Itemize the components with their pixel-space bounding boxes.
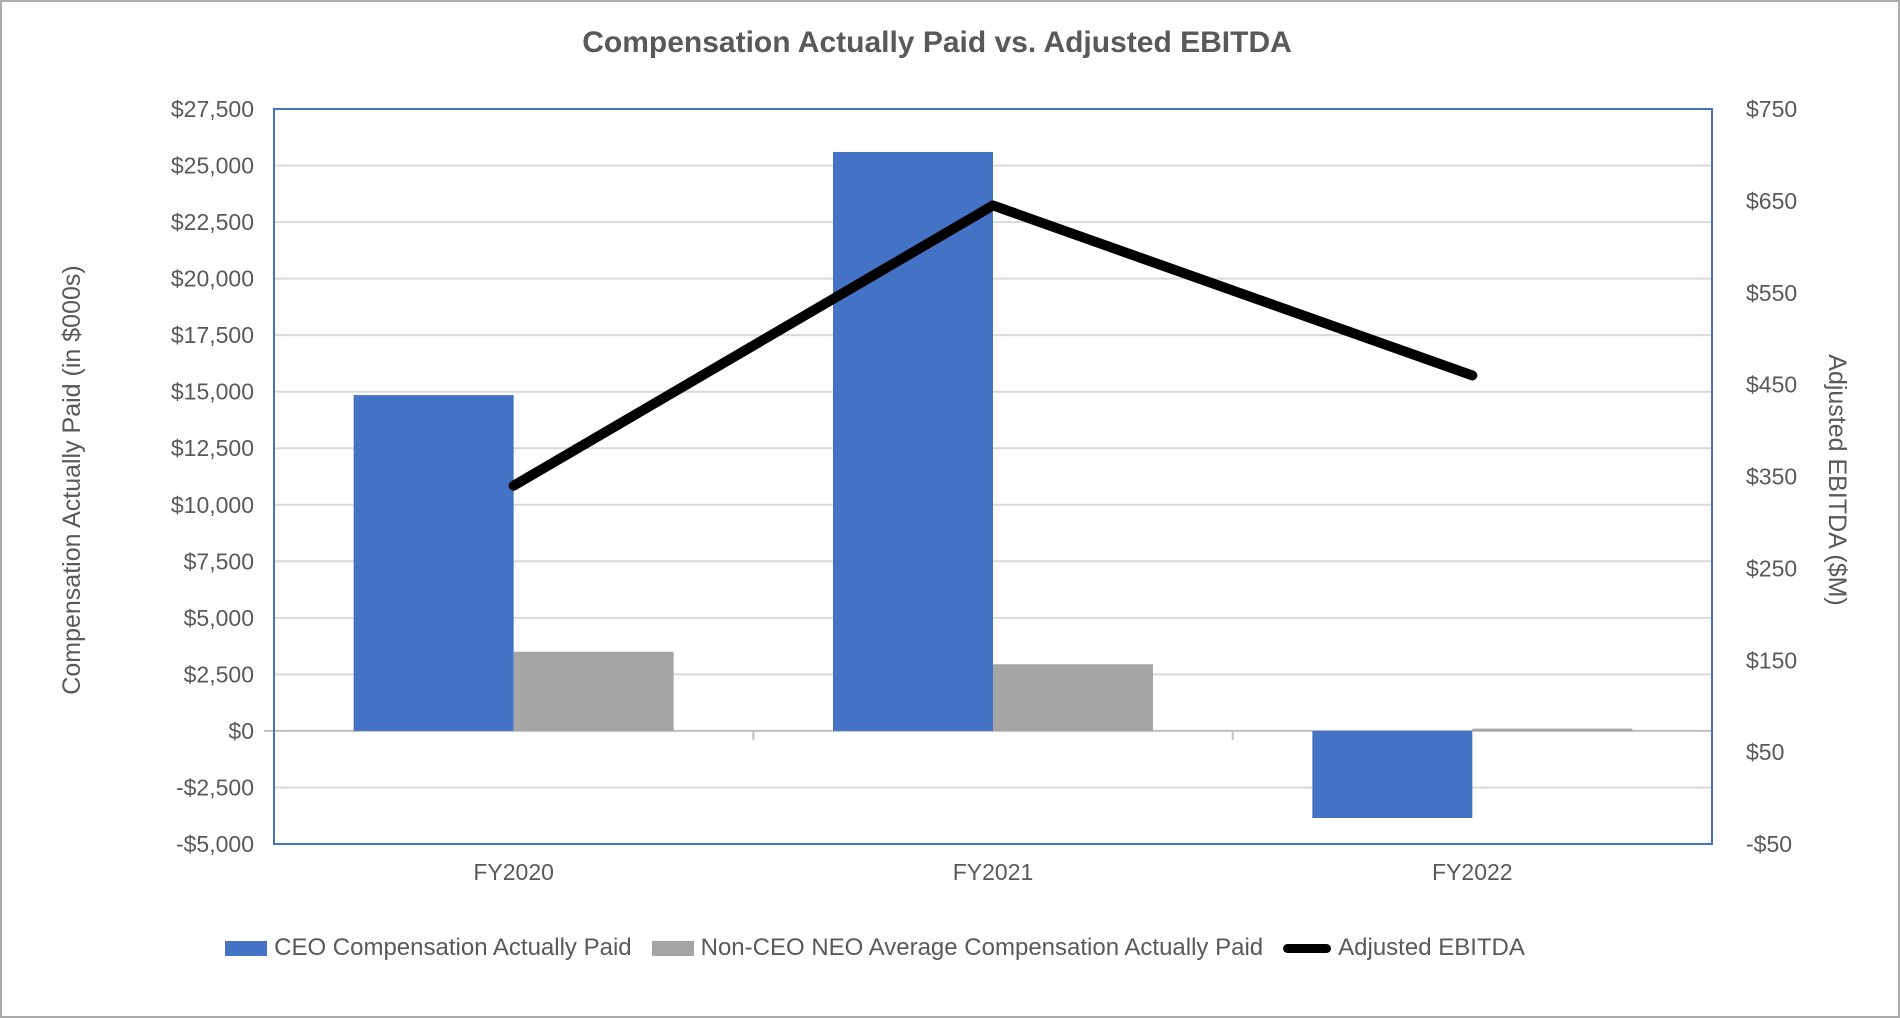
category-label: FY2022 — [1432, 859, 1513, 885]
bars-layer — [353, 151, 1633, 818]
bar-nonceo-fy2022 — [1472, 728, 1633, 731]
legend-swatch-ceo-bar — [225, 940, 268, 956]
bar-ceo-fy2020 — [353, 395, 514, 731]
left-tick-label: $17,500 — [171, 322, 254, 348]
left-tick-label: -$5,000 — [176, 831, 254, 857]
left-tick-label: $22,500 — [171, 209, 254, 235]
legend-item-ceo: CEO Compensation Actually Paid — [225, 934, 632, 962]
legend-item-ebitda: Adjusted EBITDA — [1283, 934, 1525, 962]
left-tick-label: -$2,500 — [176, 774, 254, 800]
bar-ceo-fy2021 — [833, 151, 993, 731]
right-tick-label: $250 — [1746, 555, 1797, 581]
left-tick-label: $25,000 — [171, 153, 254, 179]
right-tick-labels: $750 $650 $550 $450 $350 $250 $150 $50 -$50 — [1746, 96, 1797, 857]
right-tick-label: -$50 — [1746, 831, 1792, 857]
left-tick-label: $12,500 — [171, 435, 254, 461]
legend-item-nonceo: Non-CEO NEO Average Compensation Actuall… — [651, 934, 1264, 962]
left-tick-label: $15,000 — [171, 379, 254, 405]
left-tick-label: $0 — [228, 718, 254, 744]
right-tick-label: $750 — [1746, 96, 1797, 122]
bar-nonceo-fy2020 — [513, 651, 674, 731]
left-axis-title: Compensation Actually Paid (in $000s) — [58, 265, 86, 694]
right-tick-label: $350 — [1746, 464, 1797, 490]
left-tick-label: $10,000 — [171, 492, 254, 518]
line-layer — [508, 200, 1478, 491]
bar-ceo-fy2022 — [1312, 730, 1473, 818]
right-tick-label: $550 — [1746, 280, 1797, 306]
right-tick-label: $150 — [1746, 647, 1797, 673]
legend-swatch-ebitda-line — [1283, 943, 1332, 953]
legend-label-ceo: CEO Compensation Actually Paid — [274, 934, 632, 961]
left-tick-labels: $27,500 $25,000 $22,500 $20,000 $17,500 $15,0… — [171, 96, 254, 857]
right-axis-title: Adjusted EBITDA ($M) — [1823, 354, 1851, 605]
right-tick-label: $650 — [1746, 188, 1797, 214]
ebitda-line — [508, 200, 1478, 491]
chart-title: Compensation Actually Paid vs. Adjusted … — [582, 26, 1292, 59]
left-tick-label: $5,000 — [184, 605, 254, 631]
right-tick-label: $50 — [1746, 739, 1784, 765]
plot-border — [273, 108, 1713, 845]
category-label: FY2020 — [473, 859, 554, 885]
right-tick-label: $450 — [1746, 372, 1797, 398]
left-tick-label: $7,500 — [184, 548, 254, 574]
legend: CEO Compensation Actually Paid Non-CEO N… — [2, 934, 1898, 962]
axis-decor-layer — [264, 729, 1713, 740]
left-tick-label: $20,000 — [171, 266, 254, 292]
category-labels: FY2020 FY2021 FY2022 — [473, 859, 1512, 885]
bar-nonceo-fy2021 — [993, 664, 1153, 731]
left-tick-label: $27,500 — [171, 96, 254, 122]
legend-label-ebitda: Adjusted EBITDA — [1338, 934, 1525, 961]
legend-label-nonceo: Non-CEO NEO Average Compensation Actuall… — [700, 934, 1264, 961]
left-tick-label: $2,500 — [184, 661, 254, 687]
legend-swatch-nonceo-bar — [651, 940, 694, 956]
category-label: FY2021 — [953, 859, 1034, 885]
